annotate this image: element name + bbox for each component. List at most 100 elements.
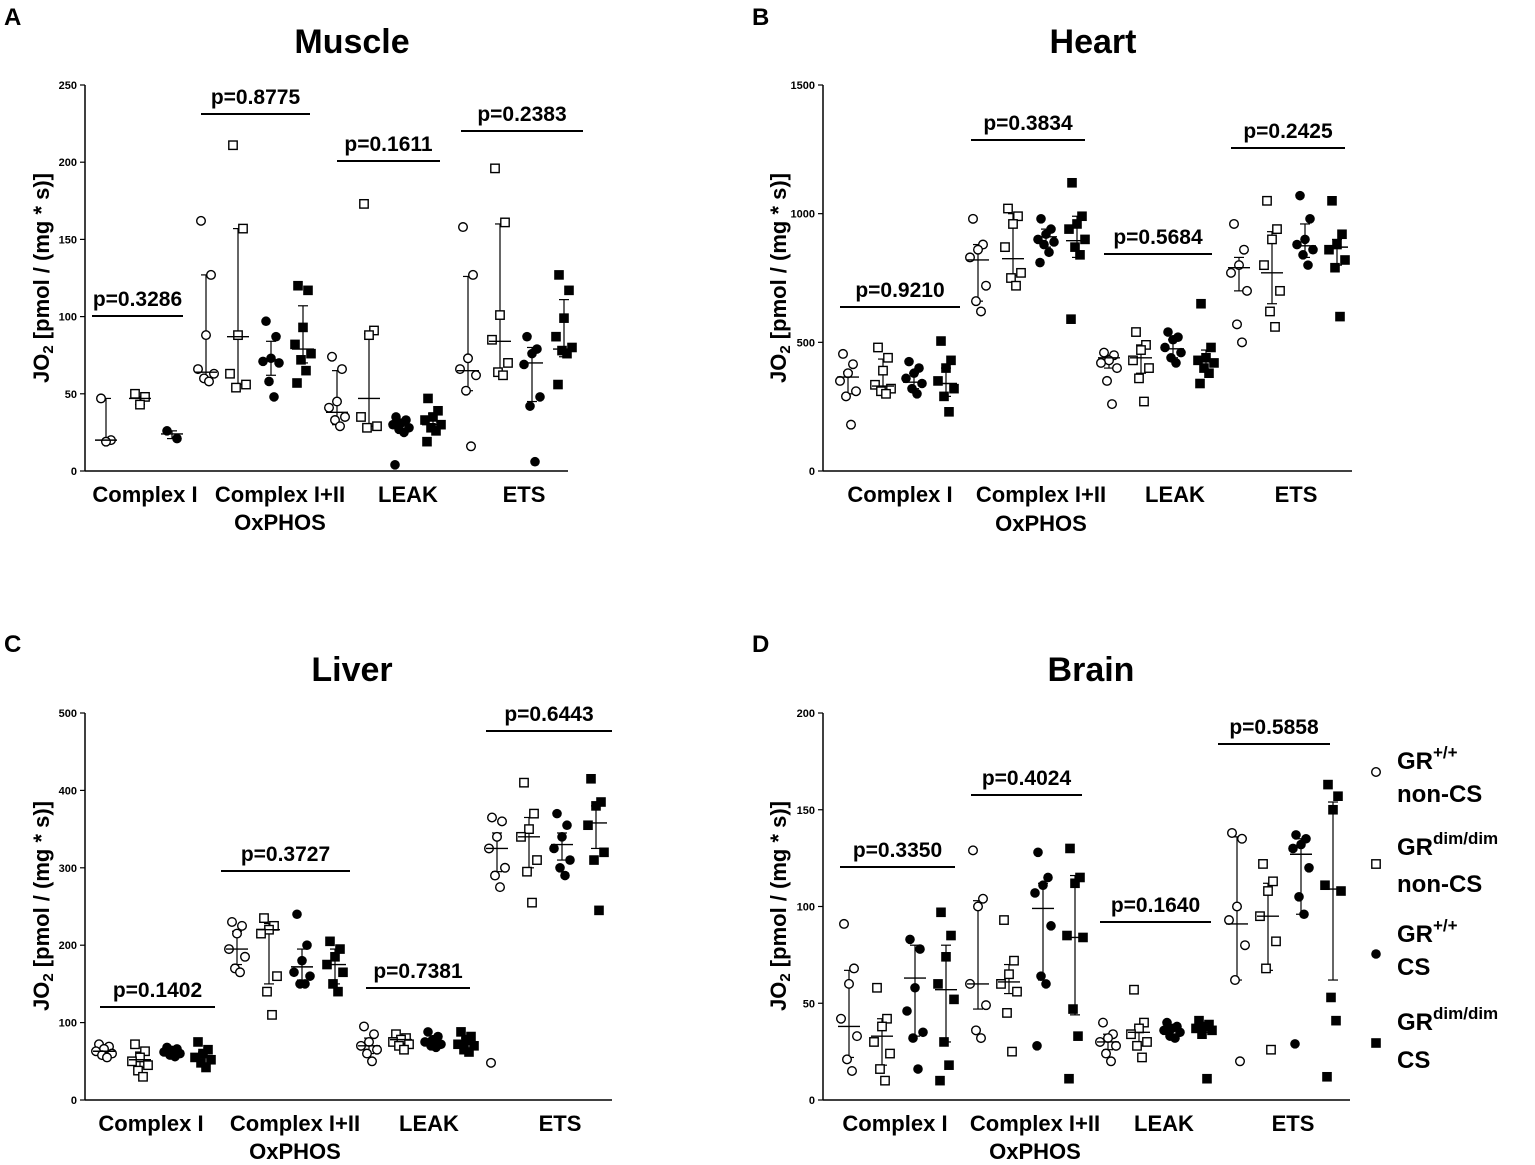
data-point-filled-circle <box>302 940 312 950</box>
category-label: ETS <box>1272 1111 1315 1136</box>
data-point-filled-square <box>1332 239 1342 250</box>
data-point-open-square <box>399 1044 409 1055</box>
panel-letter-a: A <box>4 4 22 31</box>
data-point-open-square <box>225 368 235 379</box>
data-point-filled-square <box>1196 298 1206 309</box>
category-label: ETS <box>1275 482 1318 507</box>
legend-genotype-superscript: +/+ <box>1433 916 1458 935</box>
data-point-open-circle <box>362 1048 373 1059</box>
data-point-open-circle <box>1238 244 1249 255</box>
data-point-filled-square <box>1330 262 1340 273</box>
data-point-filled-circle <box>289 967 299 978</box>
data-point-open-circle <box>846 419 857 430</box>
y-tick-label: 500 <box>59 708 77 720</box>
data-point-filled-square <box>198 1048 208 1059</box>
data-point-open-square <box>1002 1008 1012 1018</box>
y-tick-label: 200 <box>59 157 77 169</box>
data-point-filled-circle <box>1044 247 1054 258</box>
data-point-filled-square <box>296 355 306 365</box>
data-point-open-circle <box>1106 399 1117 410</box>
y-axis-label-unit: [pmol / (mg * s)] <box>29 172 54 346</box>
data-point-open-circle <box>844 978 855 989</box>
chart-title-muscle: Muscle <box>294 23 410 61</box>
y-tick-label: 0 <box>809 1095 815 1107</box>
data-point-open-square <box>143 1060 153 1071</box>
data-point-open-square <box>259 913 269 924</box>
data-point-filled-circle <box>519 359 529 370</box>
data-point-open-square <box>1267 234 1277 245</box>
data-point-open-square <box>1262 195 1272 206</box>
y-axis-label-unit: [pmol / (mg * s)] <box>766 800 791 974</box>
data-point-filled-circle <box>562 820 572 831</box>
data-point-open-circle <box>364 1036 375 1047</box>
data-point-filled-square <box>936 336 946 346</box>
data-point-filled-square <box>1204 368 1214 379</box>
legend-label-gr-dim-noncs: GRdim/dim <box>1397 830 1498 860</box>
legend-genotype: GR <box>1397 1009 1433 1036</box>
data-point-filled-square <box>301 365 311 376</box>
data-point-filled-square <box>461 1034 471 1045</box>
p-value-label: p=0.6443 <box>504 703 593 726</box>
legend-genotype: GR <box>1397 748 1433 775</box>
data-point-filled-circle <box>565 855 575 865</box>
panel-letter-c: C <box>4 631 22 658</box>
data-point-open-circle <box>492 831 503 842</box>
data-point-open-square <box>1007 1046 1017 1057</box>
category-label: LEAK <box>1145 482 1205 507</box>
data-point-open-square <box>490 163 500 174</box>
data-point-filled-square <box>1064 224 1074 234</box>
y-axis-label-subscript: 2 <box>777 345 794 354</box>
data-point-open-square <box>228 140 238 151</box>
data-point-open-square <box>256 928 266 939</box>
data-point-open-square <box>1139 396 1149 407</box>
data-point-open-circle <box>234 967 245 978</box>
p-value-label: p=0.4024 <box>982 767 1072 790</box>
y-axis-label-subscript: 2 <box>777 973 794 982</box>
data-point-open-square <box>272 971 282 982</box>
data-point-filled-circle <box>555 863 565 873</box>
data-point-open-square <box>1259 260 1269 271</box>
data-point-filled-circle <box>258 356 268 367</box>
data-point-open-square <box>1126 1029 1136 1040</box>
data-point-filled-circle <box>915 944 925 954</box>
data-point-filled-square <box>1201 352 1211 363</box>
data-point-filled-square <box>293 280 303 291</box>
data-point-filled-square <box>1195 378 1205 389</box>
data-point-open-square <box>1263 886 1273 896</box>
category-label: Complex I <box>842 1111 947 1136</box>
data-point-filled-circle <box>1299 909 1309 920</box>
data-point-open-circle <box>359 1021 370 1032</box>
data-point-open-circle <box>1111 363 1122 374</box>
data-point-filled-circle <box>423 1027 433 1037</box>
data-point-filled-square <box>1206 342 1216 353</box>
data-point-open-square <box>1132 1040 1142 1051</box>
data-point-open-square <box>500 217 510 228</box>
legend-filled-circle-icon <box>1371 949 1381 959</box>
data-point-open-circle <box>842 1054 853 1065</box>
data-point-filled-square <box>599 847 609 858</box>
data-point-filled-square <box>1197 1029 1207 1040</box>
y-axis-label-unit: [pmol / (mg * s)] <box>29 800 54 974</box>
data-point-filled-circle <box>908 1033 918 1043</box>
data-point-open-circle <box>1098 347 1109 358</box>
data-point-filled-circle <box>557 832 567 842</box>
y-tick-label: 150 <box>59 234 77 246</box>
data-point-filled-circle <box>904 356 914 367</box>
data-point-filled-square <box>1207 1025 1217 1036</box>
data-point-filled-square <box>946 355 956 366</box>
data-point-open-circle <box>976 306 987 317</box>
data-point-open-circle <box>468 269 479 280</box>
data-point-filled-circle <box>1298 250 1308 260</box>
p-value-label: p=0.8775 <box>211 86 301 109</box>
data-point-filled-square <box>559 313 569 323</box>
data-point-open-circle <box>835 375 846 386</box>
data-point-open-circle <box>976 1033 987 1044</box>
data-point-open-square <box>883 352 893 363</box>
p-value-label: p=0.5684 <box>1113 226 1203 249</box>
data-point-open-circle <box>839 918 850 929</box>
data-point-filled-circle <box>1294 892 1304 902</box>
data-point-filled-circle <box>560 870 570 881</box>
data-point-filled-square <box>456 1027 466 1037</box>
data-point-open-square <box>882 1013 892 1024</box>
legend-condition: non-CS <box>1397 871 1483 898</box>
